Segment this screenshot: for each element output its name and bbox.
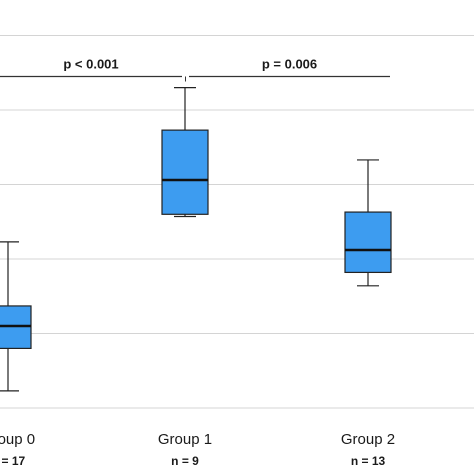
p-value-label: p = 0.006: [262, 56, 317, 71]
box-group-0: [0, 241, 32, 392]
box-group-2: [344, 159, 392, 287]
sample-size-label: n = 17: [0, 454, 26, 468]
sample-size-label: n = 9: [171, 454, 199, 468]
category-labels: Group 0 n = 17 Group 1 n = 9 Group 2 n = 13: [0, 431, 395, 468]
iqr-box: [344, 211, 392, 274]
sample-size-label: n = 13: [351, 454, 386, 468]
significance-brackets: p < 0.001 p = 0.006: [0, 56, 390, 82]
p-value-label: p < 0.001: [63, 56, 118, 71]
category-label: Group 2: [341, 431, 395, 448]
gridlines: [0, 35, 474, 409]
box-group-1: [161, 87, 209, 218]
boxes: [0, 87, 392, 392]
iqr-box: [161, 129, 209, 215]
category-label: Group 1: [158, 431, 212, 448]
category-label: Group 0: [0, 431, 35, 448]
